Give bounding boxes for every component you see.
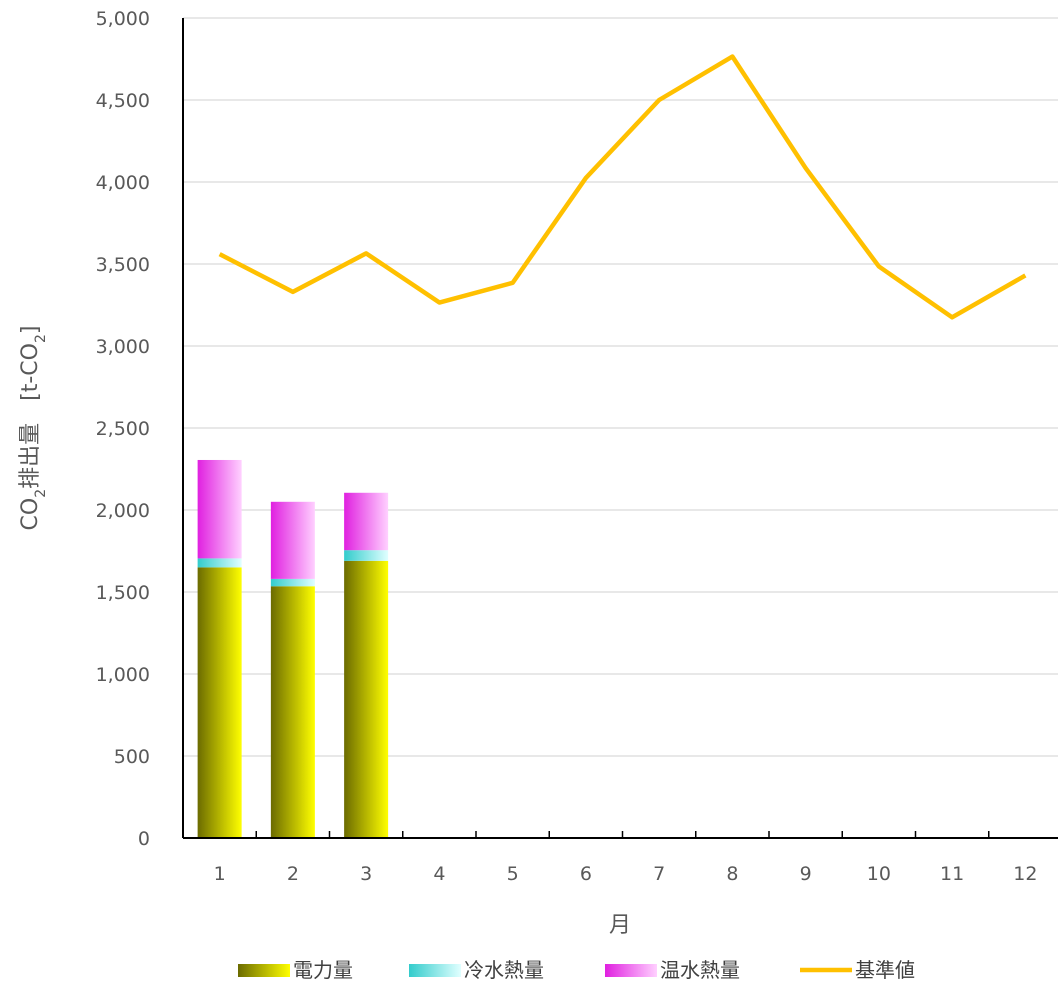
bar-segment-reisui — [198, 558, 242, 567]
bar-segment-denryoku — [198, 567, 242, 838]
x-tick-label: 9 — [800, 863, 812, 885]
y-axis-title-sub2: 2 — [33, 334, 49, 343]
bar-series — [198, 460, 389, 838]
x-tick-label: 2 — [287, 863, 299, 885]
x-tick-label: 3 — [360, 863, 372, 885]
y-tick-label: 2,000 — [96, 500, 150, 522]
legend-swatch-denryoku — [238, 964, 290, 977]
x-tick-label: 11 — [940, 863, 964, 885]
y-tick-label: 3,500 — [96, 254, 150, 276]
y-tick-label: 3,000 — [96, 336, 150, 358]
y-tick-label: 2,500 — [96, 418, 150, 440]
bar-segment-denryoku — [344, 561, 388, 838]
legend-swatch-onsui — [605, 964, 657, 977]
line-series — [220, 56, 1026, 317]
x-tick-label: 12 — [1013, 863, 1037, 885]
y-tick-label: 4,500 — [96, 90, 150, 112]
x-tick-label: 8 — [726, 863, 738, 885]
y-axis-title: CO2排出量 [t-CO2] — [18, 326, 49, 531]
x-tick-label: 7 — [653, 863, 665, 885]
legend-label-onsui: 温水熱量 — [660, 958, 740, 982]
legend-label-reisui: 冷水熱量 — [464, 958, 544, 982]
legend-label-kijunchi: 基準値 — [855, 958, 915, 982]
y-tick-label: 1,000 — [96, 664, 150, 686]
x-tick-label: 1 — [214, 863, 226, 885]
y-axis-title-text: 排出量 [t-CO — [18, 343, 43, 489]
y-tick-label: 5,000 — [96, 8, 150, 30]
y-tick-label: 1,500 — [96, 582, 150, 604]
bar-segment-onsui — [344, 493, 388, 550]
line-kijunchi — [220, 57, 1026, 318]
y-tick-label: 0 — [138, 828, 150, 850]
bar-segment-denryoku — [271, 586, 315, 838]
y-axis-title-sub1: 2 — [33, 489, 49, 498]
legend: 電力量 冷水熱量 温水熱量 基準値 — [238, 958, 915, 982]
bar-segment-onsui — [198, 460, 242, 558]
bar-segment-reisui — [344, 550, 388, 561]
x-tick-label: 10 — [867, 863, 891, 885]
x-tick-label: 6 — [580, 863, 592, 885]
y-tick-label: 500 — [114, 746, 150, 768]
x-tick-label: 5 — [507, 863, 519, 885]
x-tick-label: 4 — [433, 863, 445, 885]
y-tick-label: 4,000 — [96, 172, 150, 194]
legend-swatch-reisui — [409, 964, 461, 977]
y-axis-title-co: CO — [18, 498, 43, 531]
y-axis-title-close: ] — [18, 326, 43, 335]
bar-segment-onsui — [271, 502, 315, 579]
legend-label-denryoku: 電力量 — [293, 958, 353, 982]
bar-segment-reisui — [271, 579, 315, 586]
x-axis-title: 月 — [609, 913, 631, 938]
